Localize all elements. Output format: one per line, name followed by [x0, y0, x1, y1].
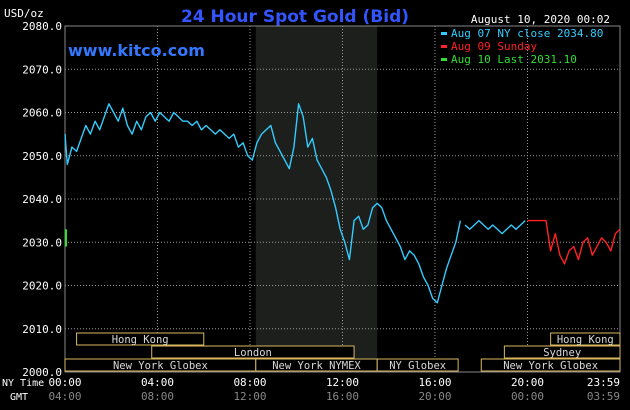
y-tick-label: 2030.0 [22, 236, 62, 249]
x-tick-gmt: 04:00 [48, 390, 81, 403]
y-tick-label: 2010.0 [22, 323, 62, 336]
unit-label: USD/oz [4, 7, 44, 20]
gmt-label: GMT [10, 392, 28, 403]
legend-swatch [441, 58, 447, 61]
session-box [376, 358, 459, 372]
session-highlight-band [255, 26, 378, 372]
legend-label: Aug 09 Sunday [451, 40, 537, 53]
ny-time-label: NY Time [2, 378, 44, 389]
chart-title: 24 Hour Spot Gold (Bid) [181, 7, 409, 27]
session-label: Hong Kong [112, 334, 169, 346]
legend-swatch [441, 45, 447, 48]
legend-label: Aug 10 Last 2031.10 [451, 53, 577, 66]
x-tick-ny: 12:00 [326, 376, 359, 389]
x-tick-ny: 16:00 [418, 376, 451, 389]
session-label: London [234, 347, 272, 359]
session-box [76, 332, 205, 346]
session-box [550, 332, 621, 346]
session-label: Sydney [543, 347, 581, 359]
session-label: New York Globex [113, 360, 208, 372]
y-tick-label: 2060.0 [22, 107, 62, 120]
legend-label: Aug 07 NY close 2034.80 [451, 27, 603, 40]
session-label: Hong Kong [557, 334, 614, 346]
y-tick-label: 2020.0 [22, 280, 62, 293]
session-box [151, 345, 355, 359]
x-tick-ny: 04:00 [141, 376, 174, 389]
y-tick-label: 2040.0 [22, 193, 62, 206]
x-tick-gmt: 00:00 [511, 390, 544, 403]
session-label: NY Globex [389, 360, 446, 372]
x-tick-gmt: 12:00 [233, 390, 266, 403]
x-tick-ny: 08:00 [233, 376, 266, 389]
series-line-aug07-late [464, 219, 526, 235]
session-label: New York Globex [503, 360, 598, 372]
x-tick-gmt: 08:00 [141, 390, 174, 403]
session-box [503, 345, 621, 359]
y-tick-label: 2070.0 [22, 63, 62, 76]
x-tick-gmt: 20:00 [418, 390, 451, 403]
site-watermark: www.kitco.com [68, 41, 205, 60]
series-line-aug09 [527, 219, 621, 265]
x-tick-ny: 23:59 [587, 376, 620, 389]
y-tick-label: 2080.0 [22, 20, 62, 33]
session-box [480, 358, 621, 372]
date-label: August 10, 2020 00:02 [471, 13, 610, 26]
x-tick-gmt: 16:00 [326, 390, 359, 403]
legend-swatch [441, 32, 447, 35]
y-tick-label: 2050.0 [22, 150, 62, 163]
plot-border [64, 25, 621, 373]
series-line-aug07 [64, 103, 462, 304]
y-tick-label: 2000.0 [22, 366, 62, 379]
x-tick-ny: 00:00 [48, 376, 81, 389]
x-tick-gmt: 03:59 [587, 390, 620, 403]
x-tick-ny: 20:00 [511, 376, 544, 389]
session-label: New York NYMEX [272, 360, 361, 372]
